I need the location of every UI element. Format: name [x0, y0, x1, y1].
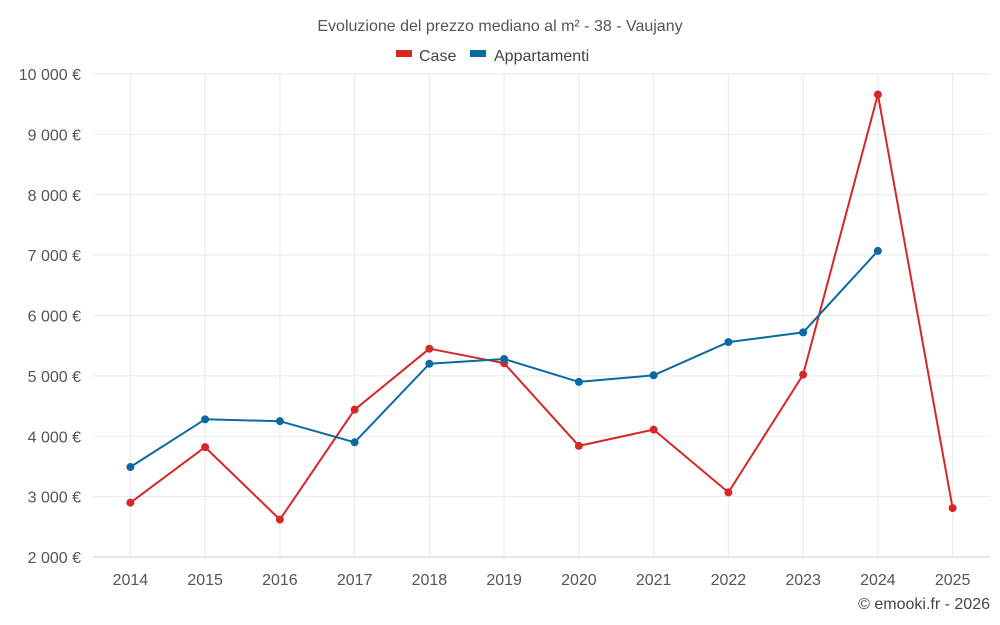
data-point-case[interactable]: Case 2023: 5020 [799, 370, 808, 379]
data-point-appartamenti[interactable]: Appartamenti 2015: 4280 [201, 415, 210, 424]
data-point-appartamenti[interactable]: Appartamenti 2016: 4250 [275, 417, 284, 426]
legend-item-appartamenti[interactable]: Appartamenti [470, 48, 589, 65]
x-tick-label: 2014 [113, 572, 149, 589]
series-line-case [129, 93, 954, 521]
credit: © emooki.fr - 2026 [858, 596, 990, 613]
data-point-case[interactable]: Case 2014: 2900 [126, 498, 135, 507]
y-tick-label: 9 000 € [28, 127, 81, 144]
x-tick-label: 2018 [412, 572, 448, 589]
y-tick-label: 10 000 € [19, 67, 81, 84]
y-tick-label: 3 000 € [28, 490, 81, 507]
y-tick-label: 2 000 € [28, 550, 81, 567]
data-point-case[interactable]: Case 2015: 3820 [201, 443, 210, 452]
data-point-case[interactable]: Case 2025: 2810 [948, 504, 957, 513]
x-tick-label: 2025 [935, 572, 971, 589]
data-point-case[interactable]: Case 2018: 5450 [425, 344, 434, 353]
legend: Case Appartamenti [396, 48, 589, 65]
data-point-appartamenti[interactable]: Appartamenti 2020: 4900 [574, 377, 583, 386]
x-tick-label: 2017 [337, 572, 373, 589]
y-tick-label: 8 000 € [28, 188, 81, 205]
y-tick-label: 6 000 € [28, 309, 81, 326]
data-point-appartamenti[interactable]: Appartamenti 2014: 3490 [126, 463, 135, 472]
x-tick-label: 2024 [860, 572, 896, 589]
series-case: Case 2014: 2900 Case 2015: 3820 Case 2016:… [126, 90, 957, 524]
axes: 2 000 € 3 000 € 4 000 € 5 000 € 6 000 € 7 000… [19, 67, 990, 589]
x-tick-label: 2020 [561, 572, 597, 589]
x-tick-label: 2015 [187, 572, 223, 589]
data-point-appartamenti[interactable]: Appartamenti 2024: 7070 [873, 246, 882, 255]
legend-label-appartamenti: Appartamenti [494, 48, 589, 65]
x-tick-label: 2022 [711, 572, 747, 589]
series-appartamenti: Appartamenti 2014: 3490 Appartamenti 2015… [126, 246, 882, 472]
data-point-appartamenti[interactable]: Appartamenti 2023: 5720 [799, 328, 808, 337]
x-tick-label: 2019 [486, 572, 522, 589]
data-point-case[interactable]: Case 2017: 4440 [350, 405, 359, 414]
x-tick-label: 2016 [262, 572, 298, 589]
legend-swatch-appartamenti [470, 50, 486, 57]
legend-swatch-case [396, 50, 412, 57]
data-point-case[interactable]: Case 2016: 2620 [275, 515, 284, 524]
data-point-appartamenti[interactable]: Appartamenti 2022: 5560 [724, 338, 733, 347]
data-point-case[interactable]: Case 2024: 9660 [873, 90, 882, 99]
chart-title: Evoluzione del prezzo mediano al m² - 38… [317, 18, 682, 35]
data-point-case[interactable]: Case 2021: 4110 [649, 425, 658, 434]
y-tick-label: 7 000 € [28, 248, 81, 265]
data-point-case[interactable]: Case 2022: 3070 [724, 488, 733, 497]
legend-label-case: Case [419, 48, 456, 65]
legend-item-case[interactable]: Case [396, 48, 456, 65]
data-point-appartamenti[interactable]: Appartamenti 2019: 5280 [500, 354, 509, 363]
y-tick-label: 4 000 € [28, 429, 81, 446]
x-tick-label: 2023 [785, 572, 821, 589]
x-tick-label: 2021 [636, 572, 672, 589]
data-point-appartamenti[interactable]: Appartamenti 2018: 5200 [425, 359, 434, 368]
data-point-appartamenti[interactable]: Appartamenti 2021: 5010 [649, 371, 658, 380]
y-tick-label: 5 000 € [28, 369, 81, 386]
grid [93, 73, 990, 558]
data-point-appartamenti[interactable]: Appartamenti 2017: 3900 [350, 438, 359, 447]
data-point-case[interactable]: Case 2020: 3840 [574, 441, 583, 450]
series: Case 2014: 2900 Case 2015: 3820 Case 2016:… [126, 90, 957, 524]
